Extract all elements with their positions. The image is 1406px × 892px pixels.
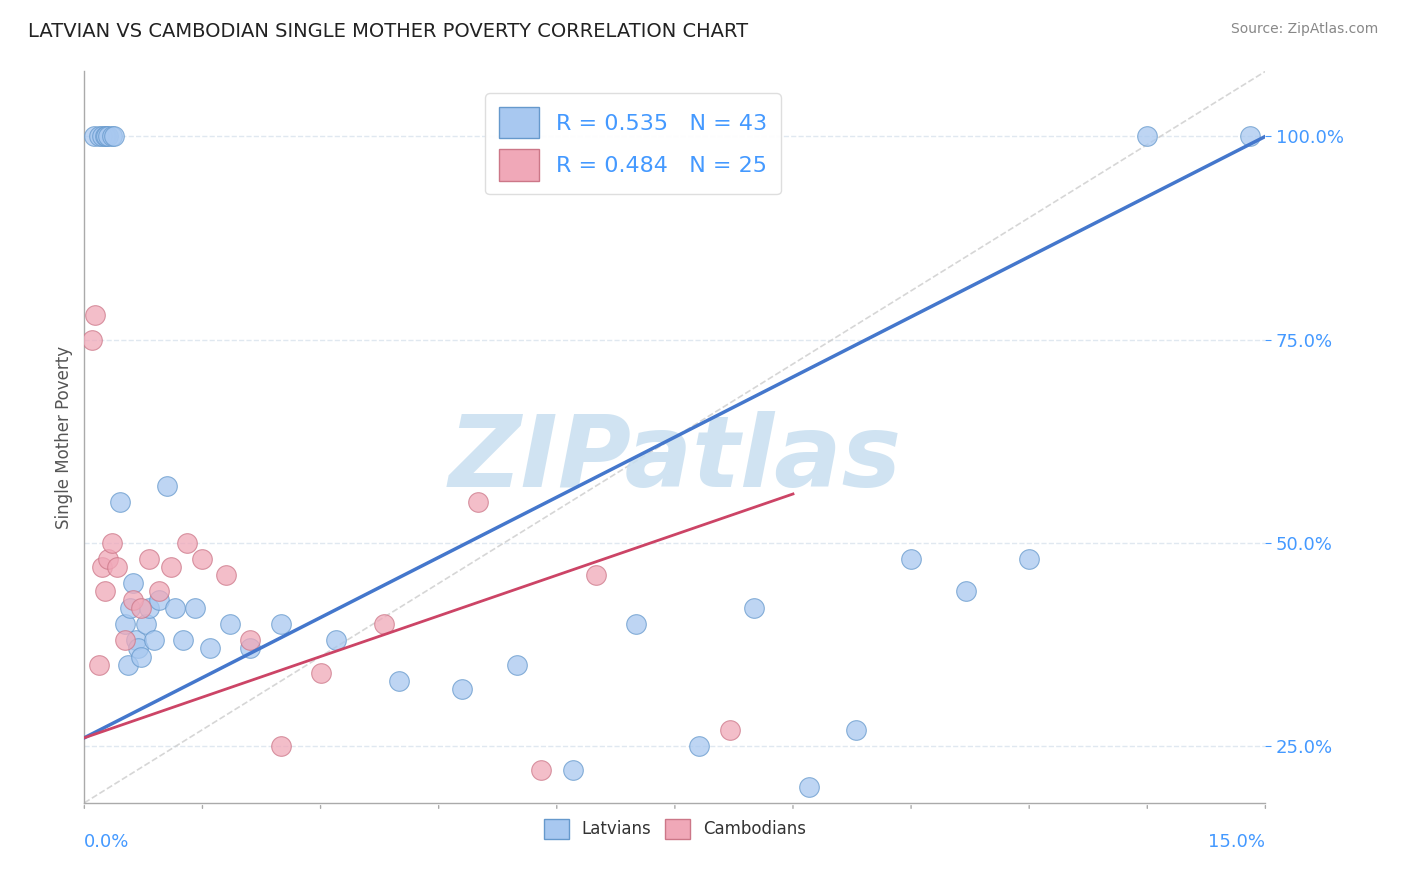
Point [156,479,179,493]
Point [94,584,117,599]
Point [183,600,205,615]
Point [101,129,124,144]
Point [127,641,149,656]
Point [742,600,765,615]
Point [142,633,165,648]
Point [1239,129,1261,144]
Point [107,560,129,574]
Point [561,764,583,778]
Point [114,617,136,632]
Point [373,617,395,632]
Point [955,584,977,599]
Point [129,649,152,664]
Point [87,129,110,144]
Point [530,764,553,778]
Point [94,129,117,144]
Point [239,633,262,648]
Point [129,600,152,615]
Point [176,535,198,549]
Point [103,129,125,144]
Point [124,633,146,648]
Point [148,584,170,599]
Point [270,617,292,632]
Point [122,576,145,591]
Point [718,723,741,737]
Point [845,723,868,737]
Text: 15.0%: 15.0% [1208,833,1265,851]
Point [309,665,332,680]
Point [451,681,474,696]
Text: Source: ZipAtlas.com: Source: ZipAtlas.com [1230,22,1378,37]
Point [688,739,710,753]
Point [900,552,922,566]
Point [585,568,607,582]
Point [160,560,183,574]
Y-axis label: Single Mother Poverty: Single Mother Poverty [55,345,73,529]
Point [191,552,214,566]
Point [83,129,105,144]
Point [90,560,112,574]
Point [624,617,647,632]
Point [163,600,186,615]
Point [467,495,489,509]
Point [1018,552,1040,566]
Point [97,129,120,144]
Point [97,552,120,566]
Legend: Latvians, Cambodians: Latvians, Cambodians [537,812,813,846]
Point [96,129,118,144]
Point [797,780,820,794]
Point [200,641,222,656]
Point [101,535,124,549]
Text: LATVIAN VS CAMBODIAN SINGLE MOTHER POVERTY CORRELATION CHART: LATVIAN VS CAMBODIAN SINGLE MOTHER POVER… [28,22,748,41]
Point [138,552,160,566]
Text: 0.0%: 0.0% [84,833,129,851]
Point [172,633,194,648]
Point [108,495,131,509]
Point [219,617,242,632]
Text: ZIPatlas: ZIPatlas [449,410,901,508]
Point [506,657,529,672]
Point [84,308,107,322]
Point [239,641,262,656]
Point [215,568,238,582]
Point [90,129,112,144]
Point [388,673,411,688]
Point [270,739,292,753]
Point [135,617,157,632]
Point [1136,129,1159,144]
Point [148,592,170,607]
Point [117,657,139,672]
Point [114,633,136,648]
Point [325,633,347,648]
Point [87,657,110,672]
Point [122,592,145,607]
Point [118,600,141,615]
Point [138,600,160,615]
Point [82,333,104,347]
